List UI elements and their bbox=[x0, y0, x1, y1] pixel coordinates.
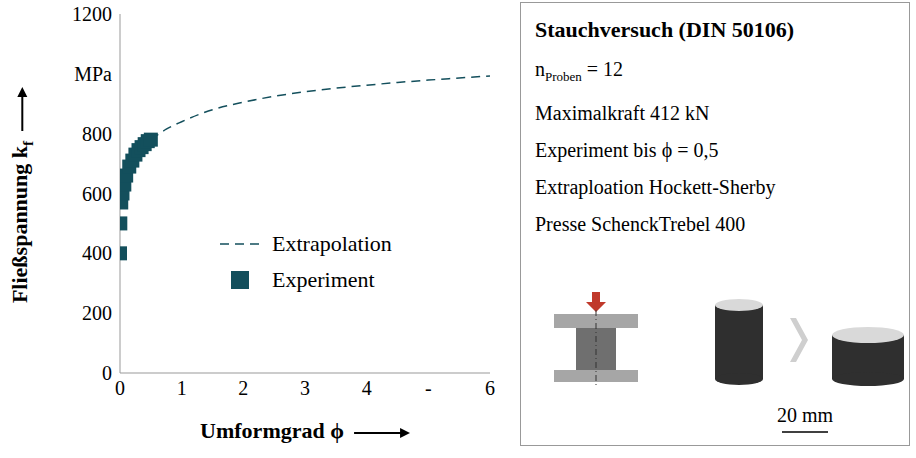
svg-text:4: 4 bbox=[362, 377, 372, 399]
svg-text:200: 200 bbox=[82, 302, 112, 324]
svg-text:3: 3 bbox=[300, 377, 310, 399]
svg-text:1: 1 bbox=[177, 377, 187, 399]
svg-text:-: - bbox=[425, 377, 432, 399]
svg-text:2: 2 bbox=[238, 377, 248, 399]
html-text:Fließspannung k: Fließspannung k bbox=[7, 145, 33, 304]
html-text:Maximalkraft 412 kN: Maximalkraft 412 kN bbox=[535, 102, 710, 124]
svg-text:600: 600 bbox=[82, 183, 112, 205]
svg-text:800: 800 bbox=[82, 123, 112, 145]
svg-text:400: 400 bbox=[82, 242, 112, 264]
html-text:nProben= 12: nProben= 12 bbox=[535, 58, 624, 84]
html-text:Extraploation Hockett-Sherby: Extraploation Hockett-Sherby bbox=[535, 176, 776, 198]
html-text:Experiment: Experiment bbox=[272, 267, 375, 292]
svg-text:1200: 1200 bbox=[72, 3, 112, 25]
html-text:Extrapolation: Extrapolation bbox=[272, 231, 392, 256]
svg-text:MPa: MPa bbox=[74, 63, 112, 85]
html-text:Presse SchenckTrebel 400: Presse SchenckTrebel 400 bbox=[535, 213, 746, 235]
svg-text:20 mm: 20 mm bbox=[777, 404, 834, 426]
html-text:f: f bbox=[19, 140, 36, 146]
html-text:Umformgrad ϕ: Umformgrad ϕ bbox=[200, 418, 344, 443]
svg-text:0: 0 bbox=[115, 377, 125, 399]
html-text:Stauchversuch (DIN 50106): Stauchversuch (DIN 50106) bbox=[535, 17, 795, 42]
html-text:Experiment bis ϕ = 0,5: Experiment bis ϕ = 0,5 bbox=[535, 139, 719, 161]
svg-text:0: 0 bbox=[102, 362, 112, 384]
svg-text:6: 6 bbox=[485, 377, 495, 399]
